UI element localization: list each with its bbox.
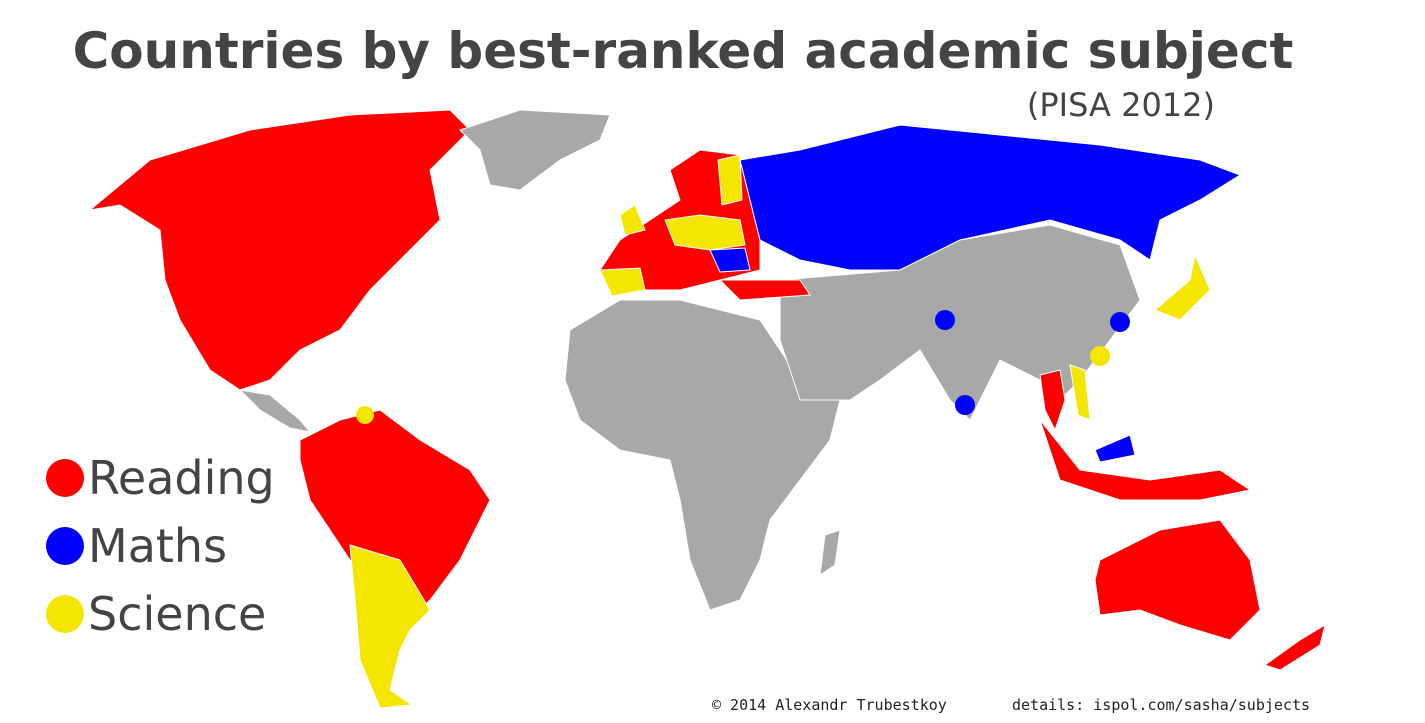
region-dot xyxy=(1110,312,1130,332)
subtitle: (PISA 2012) xyxy=(1027,86,1215,124)
legend-label: Maths xyxy=(88,519,227,573)
south-america xyxy=(299,409,491,621)
legend-swatch xyxy=(46,459,84,497)
turkey xyxy=(718,279,811,301)
region-dot xyxy=(1090,346,1110,366)
madagascar xyxy=(819,529,841,577)
greenland xyxy=(459,109,611,191)
copyright: © 2014 Alexandr Trubestkoy xyxy=(712,696,947,714)
central-america xyxy=(238,389,312,433)
thailand xyxy=(1039,369,1066,432)
spain xyxy=(599,267,646,297)
details-link: details: ispol.com/sasha/subjects xyxy=(1012,696,1310,714)
asia xyxy=(779,224,1141,421)
russia xyxy=(739,124,1242,271)
indonesia xyxy=(1039,419,1252,501)
africa xyxy=(564,299,841,611)
north-america xyxy=(88,109,471,391)
balkans xyxy=(709,247,751,273)
legend-label: Science xyxy=(88,587,266,641)
malaysia xyxy=(1094,434,1136,463)
southern-cone xyxy=(349,544,431,709)
region-dot xyxy=(935,310,955,330)
uk xyxy=(619,204,646,236)
legend-swatch xyxy=(46,527,84,565)
new-zealand xyxy=(1263,623,1326,671)
region-dot xyxy=(955,395,975,415)
central-europe xyxy=(664,214,746,251)
world-map xyxy=(88,109,1326,709)
title: Countries by best-ranked academic subjec… xyxy=(73,22,1294,80)
legend-swatch xyxy=(46,595,84,633)
legend-label: Reading xyxy=(88,451,275,505)
finland xyxy=(717,154,743,206)
australia xyxy=(1094,519,1261,641)
legend: Reading Maths Science xyxy=(46,451,275,641)
vietnam xyxy=(1069,364,1091,421)
region-dot xyxy=(356,406,374,424)
japan xyxy=(1154,253,1211,321)
